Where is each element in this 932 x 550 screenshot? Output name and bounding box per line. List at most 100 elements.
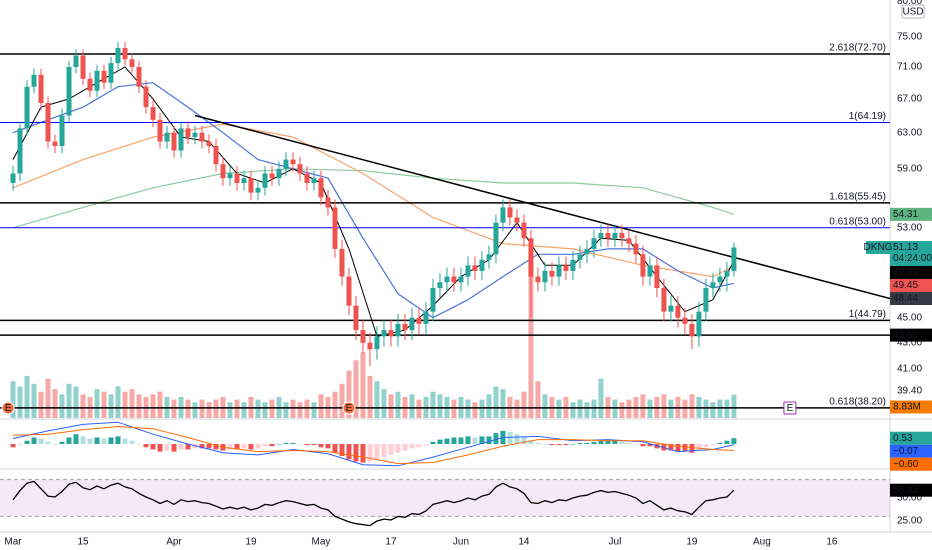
y-tick-label: 53.00 xyxy=(897,222,922,233)
macd-histogram-bar xyxy=(276,444,282,445)
volume-bar xyxy=(612,399,618,418)
volume-bar xyxy=(619,402,625,418)
macd-histogram-bar xyxy=(199,444,205,449)
price-tag-label: 58.43 xyxy=(893,485,918,496)
volume-bar xyxy=(297,402,303,418)
candle-body xyxy=(269,173,275,179)
y-tick-label: 71.00 xyxy=(897,62,922,73)
macd-histogram-bar xyxy=(318,444,324,448)
macd-histogram-bar xyxy=(381,444,387,458)
candle-body xyxy=(248,178,254,193)
macd-histogram-bar xyxy=(689,444,695,453)
candle-body xyxy=(192,132,198,138)
macd-histogram-bar xyxy=(619,441,625,444)
macd-histogram-bar xyxy=(710,444,716,446)
price-tag-label: 48.44 xyxy=(893,293,918,304)
macd-histogram-bar xyxy=(150,444,156,450)
candle-body xyxy=(227,173,233,179)
macd-histogram-bar xyxy=(675,444,681,452)
candle-body xyxy=(332,207,338,249)
y-tick-label: 80.00 xyxy=(897,0,922,7)
macd-histogram-bar xyxy=(143,444,149,448)
candle-body xyxy=(213,145,219,165)
y-tick-label: 75.00 xyxy=(897,32,922,43)
candle-body xyxy=(423,311,429,324)
volume-bar xyxy=(689,394,695,418)
x-tick-label: Mar xyxy=(4,537,22,548)
candle-body xyxy=(647,265,653,277)
macd-histogram-bar xyxy=(80,436,86,444)
volume-bar xyxy=(374,381,380,418)
candle-body xyxy=(122,47,128,60)
candle-body xyxy=(465,265,471,277)
candle-body xyxy=(52,141,58,146)
macd-histogram-bar xyxy=(430,441,436,444)
volume-bar xyxy=(381,389,387,418)
x-tick-label: 14 xyxy=(518,537,530,548)
candle-body xyxy=(171,132,177,151)
candle-body xyxy=(563,265,569,271)
candle-body xyxy=(388,330,394,337)
volume-bar xyxy=(500,389,506,418)
moving-average xyxy=(12,82,735,319)
volume-bar xyxy=(528,260,534,418)
candle-body xyxy=(262,173,268,188)
earnings-label: E xyxy=(787,403,794,414)
macd-histogram-bar xyxy=(185,444,191,450)
macd-histogram-bar xyxy=(612,440,618,444)
volume-bar xyxy=(710,402,716,418)
candle-body xyxy=(430,288,436,312)
macd-histogram-bar xyxy=(465,436,471,444)
y-tick-label: 41.00 xyxy=(897,364,922,375)
macd-histogram-bar xyxy=(339,444,345,456)
candle-body xyxy=(514,217,520,223)
volume-bar xyxy=(311,402,317,418)
y-tick-label: 45.00 xyxy=(897,312,922,323)
fib-level-label: 1.618(55.45) xyxy=(829,192,886,203)
volume-bar xyxy=(479,399,485,418)
candle-body xyxy=(444,276,450,283)
macd-histogram-bar xyxy=(325,444,331,449)
macd-histogram-bar xyxy=(388,444,394,455)
macd-histogram-bar xyxy=(479,436,485,444)
currency-box[interactable] xyxy=(901,4,925,19)
candle-body xyxy=(73,55,79,67)
candle-body xyxy=(24,86,30,129)
macd-histogram-bar xyxy=(87,438,93,444)
earnings-marker xyxy=(1,401,15,415)
fib-level-label: 0.618(38.20) xyxy=(829,396,886,407)
candle-body xyxy=(689,323,695,337)
volume-bar xyxy=(388,394,394,418)
volume-bar xyxy=(283,402,289,418)
candle-body xyxy=(668,305,674,312)
x-tick-label: 19 xyxy=(686,537,698,548)
volume-bar xyxy=(724,399,730,418)
candle-body xyxy=(185,128,191,138)
fib-level-label: 1(64.19) xyxy=(849,111,886,122)
macd-histogram-bar xyxy=(472,437,478,444)
volume-bar xyxy=(108,394,114,418)
candle-body xyxy=(633,243,639,255)
candle-body xyxy=(129,59,135,67)
macd-histogram-bar xyxy=(31,437,37,444)
candle-body xyxy=(584,248,590,255)
macd-histogram-bar xyxy=(493,433,499,444)
macd-histogram-bar xyxy=(129,440,135,444)
candle-body xyxy=(276,168,282,179)
volume-bar xyxy=(59,394,65,418)
candle-body xyxy=(374,336,380,350)
macd-histogram-bar xyxy=(374,444,380,460)
volume-bar xyxy=(556,399,562,418)
macd-histogram-bar xyxy=(290,442,296,444)
y-tick-label: 63.00 xyxy=(897,127,922,138)
volume-bar xyxy=(80,394,86,418)
volume-bar xyxy=(682,399,688,418)
macd-histogram-bar xyxy=(66,437,72,444)
y-tick-label: 50.00 xyxy=(897,493,922,504)
volume-bar xyxy=(24,375,30,418)
macd-histogram-bar xyxy=(724,440,730,444)
macd-histogram-bar xyxy=(24,440,30,444)
currency: USD xyxy=(902,7,923,18)
macd-histogram-bar xyxy=(570,444,576,445)
volume-bar xyxy=(227,402,233,418)
